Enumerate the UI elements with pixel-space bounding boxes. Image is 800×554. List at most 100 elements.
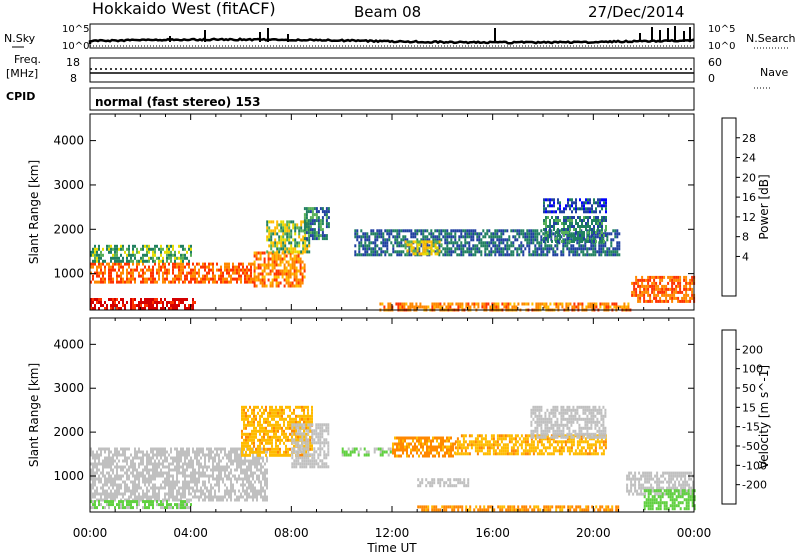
power-cell [130, 298, 132, 301]
velocity-cell [192, 450, 194, 454]
power-cell [557, 231, 559, 234]
cpid-value: normal (fast stereo) 153 [95, 95, 261, 109]
velocity-cell [246, 474, 248, 478]
power-cell [132, 304, 134, 307]
power-cell [327, 225, 330, 229]
power-cell [561, 240, 563, 243]
power-cell [606, 238, 609, 242]
velocity-cell [124, 506, 126, 510]
power-cell [178, 244, 180, 248]
power-cell [289, 272, 292, 276]
power-cell [178, 265, 180, 269]
velocity-cell [480, 449, 483, 453]
power-cell [212, 262, 214, 266]
power-cell [480, 238, 483, 242]
velocity-cell [244, 492, 246, 496]
velocity-cell [319, 435, 322, 439]
power-cell [154, 262, 156, 266]
velocity-cell [176, 465, 178, 469]
power-cell [154, 244, 156, 248]
power-cell [246, 268, 248, 272]
velocity-cell [307, 447, 310, 451]
power-cell [450, 238, 453, 242]
velocity-cell [408, 436, 410, 440]
velocity-cell [238, 489, 240, 493]
velocity-cell [446, 445, 448, 449]
power-cell [536, 250, 539, 254]
power-cell [226, 268, 228, 272]
power-cell [271, 263, 274, 267]
power-cell [528, 253, 531, 257]
velocity-cell [112, 486, 114, 490]
power-cell [410, 232, 413, 236]
power-cell [261, 281, 264, 285]
power-cell [154, 298, 156, 301]
velocity-cell [448, 451, 450, 455]
power-cell [424, 229, 427, 233]
velocity-cell [160, 471, 162, 475]
velocity-cell [480, 443, 483, 447]
power-cell [104, 301, 106, 304]
velocity-cell [154, 447, 156, 451]
velocity-cell [136, 506, 138, 510]
velocity-cell [104, 450, 106, 454]
velocity-cell [138, 495, 140, 499]
power-cell [552, 247, 555, 251]
velocity-cell [214, 456, 216, 460]
power-cell [282, 241, 285, 245]
power-cell [559, 204, 561, 208]
power-cell [298, 232, 301, 236]
power-cell [308, 241, 311, 245]
power-cell [579, 231, 581, 234]
velocity-cell [327, 444, 330, 448]
power-cell [468, 235, 471, 239]
velocity-cell [200, 495, 202, 499]
velocity-cell [142, 477, 144, 481]
velocity-cell [156, 447, 158, 451]
power-cell [376, 238, 379, 242]
power-cell [589, 201, 591, 205]
power-cell [286, 238, 289, 242]
velocity-cell [277, 411, 279, 415]
power-cell [500, 247, 503, 251]
velocity-cell [319, 459, 322, 463]
power-cell [685, 281, 688, 285]
power-cell [583, 216, 585, 219]
velocity-cell [122, 468, 124, 472]
power-cell [547, 231, 549, 234]
power-cell [142, 307, 144, 310]
velocity-cell [122, 495, 124, 499]
power-cell [398, 244, 401, 248]
velocity-cell [279, 405, 281, 409]
velocity-cell [138, 492, 140, 496]
velocity-cell [188, 492, 190, 496]
power-cell [285, 254, 288, 258]
power-cell [442, 229, 445, 233]
velocity-cell [182, 447, 184, 451]
velocity-cell [120, 500, 122, 504]
power-cell [230, 274, 232, 278]
power-cell [603, 219, 605, 222]
power-cell [130, 253, 132, 257]
power-cell [508, 244, 511, 248]
power-cell [275, 257, 278, 261]
power-cell [595, 219, 597, 222]
power-cell [641, 275, 644, 279]
power-cell [276, 220, 279, 224]
power-cell [575, 210, 577, 214]
velocity-cell [321, 447, 324, 451]
power-cell [673, 290, 676, 294]
power-cell [565, 204, 567, 208]
power-cell [545, 302, 548, 306]
velocity-cell [224, 483, 226, 487]
power-cell [283, 284, 286, 288]
velocity-cell [400, 439, 402, 443]
velocity-cell [190, 486, 192, 490]
velocity-cell [309, 435, 311, 439]
velocity-cell [440, 439, 442, 443]
power-cell [579, 228, 581, 231]
velocity-cell [297, 435, 299, 439]
velocity-cell [172, 480, 174, 484]
power-cell [543, 198, 545, 202]
power-cell [180, 301, 182, 304]
